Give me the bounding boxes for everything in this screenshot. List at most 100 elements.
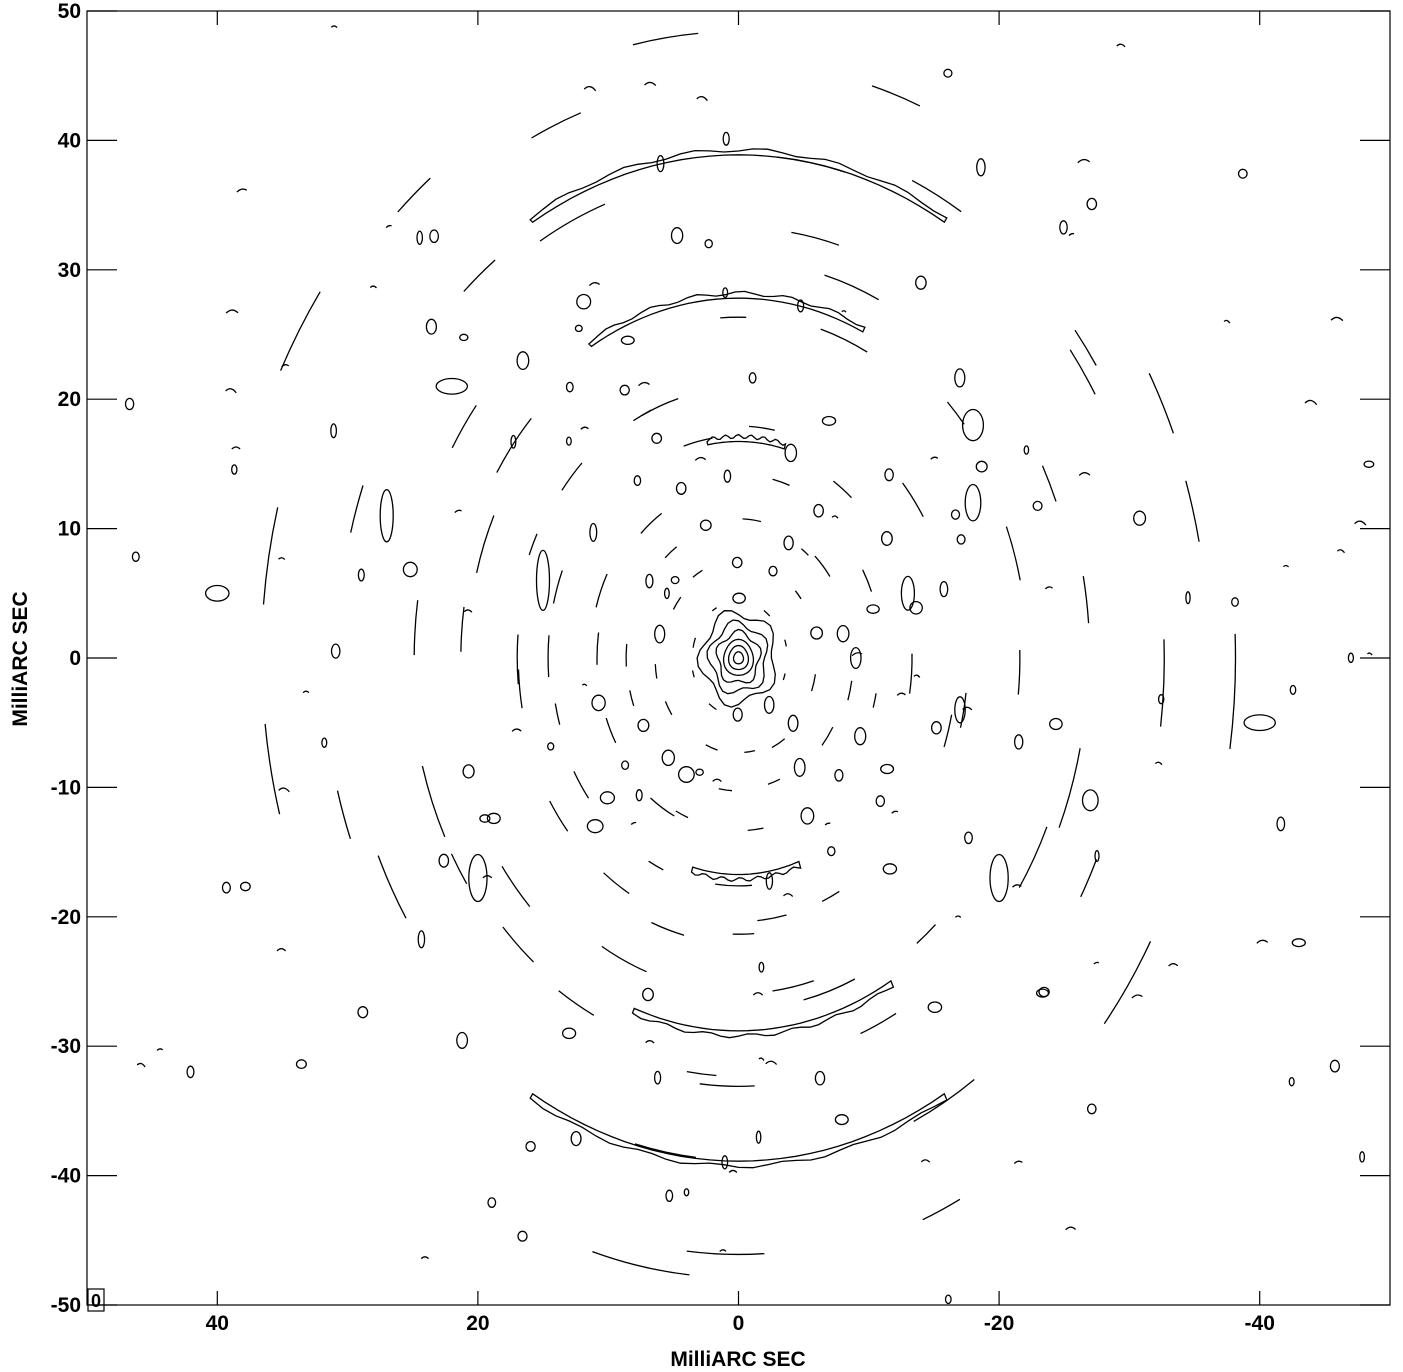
noise-contour: [565, 436, 572, 446]
sidelobe-arc: [475, 515, 495, 574]
noise-contour: [1012, 884, 1022, 888]
sidelobe-arc: [450, 853, 468, 885]
noise-contour: [385, 224, 392, 229]
sidelobe-arc: [336, 790, 352, 839]
noise-blob: [989, 853, 1009, 903]
sidelobe-blob: [330, 643, 341, 659]
sidelobe-blob: [462, 764, 475, 779]
y-axis-title: MilliARC SEC: [9, 591, 32, 726]
sidelobe-arc: [832, 480, 852, 499]
beam-box: [87, 1288, 105, 1312]
sidelobe-arc: [814, 555, 831, 577]
sidelobe-arc: [539, 203, 606, 242]
noise-contour: [295, 1059, 307, 1070]
noise-contour: [695, 768, 704, 776]
sidelobe-arc-band: [587, 290, 866, 348]
sidelobe-arc: [908, 653, 913, 694]
noise-contour: [1023, 445, 1030, 455]
core-contour: [732, 651, 745, 665]
noise-contour: [482, 875, 493, 879]
sidelobe-blob: [1049, 717, 1063, 731]
noise-contour: [156, 1048, 164, 1051]
noise-blob: [561, 1027, 577, 1040]
core-contour: [727, 644, 750, 671]
noise-contour: [841, 310, 847, 313]
sidelobe-arc: [711, 607, 717, 612]
noise-contour: [517, 1230, 528, 1242]
noise-contour: [896, 692, 906, 696]
sidelobe-arc: [772, 980, 815, 992]
sidelobe-blob: [620, 335, 635, 346]
noise-contour: [1077, 158, 1091, 164]
noise-contour: [278, 557, 286, 560]
sidelobe-arc: [558, 990, 595, 1016]
sidelobe-arc: [675, 810, 689, 819]
sidelobe-blob: [813, 503, 824, 518]
sidelobe-arc: [686, 1070, 717, 1077]
sidelobe-blob: [1013, 734, 1024, 750]
noise-contour: [1347, 652, 1355, 664]
noise-contour: [712, 778, 722, 783]
core-contour: [715, 628, 762, 684]
noise-contour: [438, 853, 450, 868]
sidelobe-arc: [715, 883, 753, 887]
x-tick-label: 20: [466, 1312, 489, 1335]
noise-contour: [1336, 549, 1346, 554]
noise-contour: [1282, 564, 1290, 568]
sidelobe-arc: [824, 274, 880, 301]
noise-contour: [954, 915, 962, 918]
noise-blob: [204, 584, 230, 602]
sidelobe-arc: [862, 569, 873, 592]
sidelobe-blob: [810, 626, 824, 640]
y-tick-label: -20: [51, 906, 81, 929]
noise-contour: [1223, 319, 1231, 324]
sidelobe-arc: [763, 609, 771, 617]
noise-contour: [619, 384, 630, 396]
noise-contour: [758, 961, 765, 973]
noise-contour: [950, 509, 961, 520]
sidelobe-arc-band: [529, 1092, 948, 1169]
sidelobe-arc: [757, 914, 787, 922]
axis-ticks: [87, 10, 1390, 1306]
noise-contour: [621, 760, 630, 771]
noise-contour: [416, 230, 424, 245]
noise-contour: [831, 515, 839, 519]
sidelobe-arc: [350, 485, 364, 533]
sidelobe-blob: [1035, 988, 1050, 998]
sidelobe-arc: [771, 738, 786, 749]
sidelobe-blob: [768, 565, 778, 577]
sidelobe-arc: [1080, 859, 1098, 898]
sidelobe-blob: [765, 872, 774, 890]
y-tick-label: 30: [58, 259, 81, 282]
noise-contour: [653, 1070, 662, 1085]
sidelobe-blob: [793, 757, 806, 777]
sidelobe-blob: [927, 1001, 943, 1014]
sidelobe-arc: [820, 328, 868, 353]
noise-blob: [849, 646, 862, 670]
y-tick-label: 40: [58, 129, 81, 152]
noise-contour: [463, 609, 473, 613]
sidelobe-blob: [591, 694, 606, 712]
beam-label: 0: [91, 1291, 101, 1311]
sidelobe-blob: [880, 531, 893, 546]
sidelobe-blob: [699, 519, 712, 531]
noise-contour: [1363, 460, 1375, 468]
noise-contour: [956, 534, 966, 545]
sidelobe-arc: [744, 749, 756, 754]
sidelobe-arc: [633, 409, 652, 422]
sidelobe-arc: [821, 726, 834, 746]
sidelobe-arc: [592, 1250, 690, 1276]
noise-contour: [1185, 591, 1191, 605]
sidelobe-arc: [782, 673, 786, 681]
noise-contour: [330, 25, 338, 29]
noise-contour: [783, 893, 794, 897]
noise-contour: [1131, 994, 1143, 999]
sidelobe-arc: [605, 717, 617, 744]
noise-contour: [758, 1057, 765, 1061]
sidelobe-arc: [648, 860, 664, 871]
sidelobe-arc: [959, 692, 967, 728]
noise-contour: [1330, 316, 1344, 322]
noise-blob: [677, 766, 695, 783]
sidelobe-arc-band: [690, 860, 802, 882]
sidelobe-arc: [718, 788, 733, 792]
